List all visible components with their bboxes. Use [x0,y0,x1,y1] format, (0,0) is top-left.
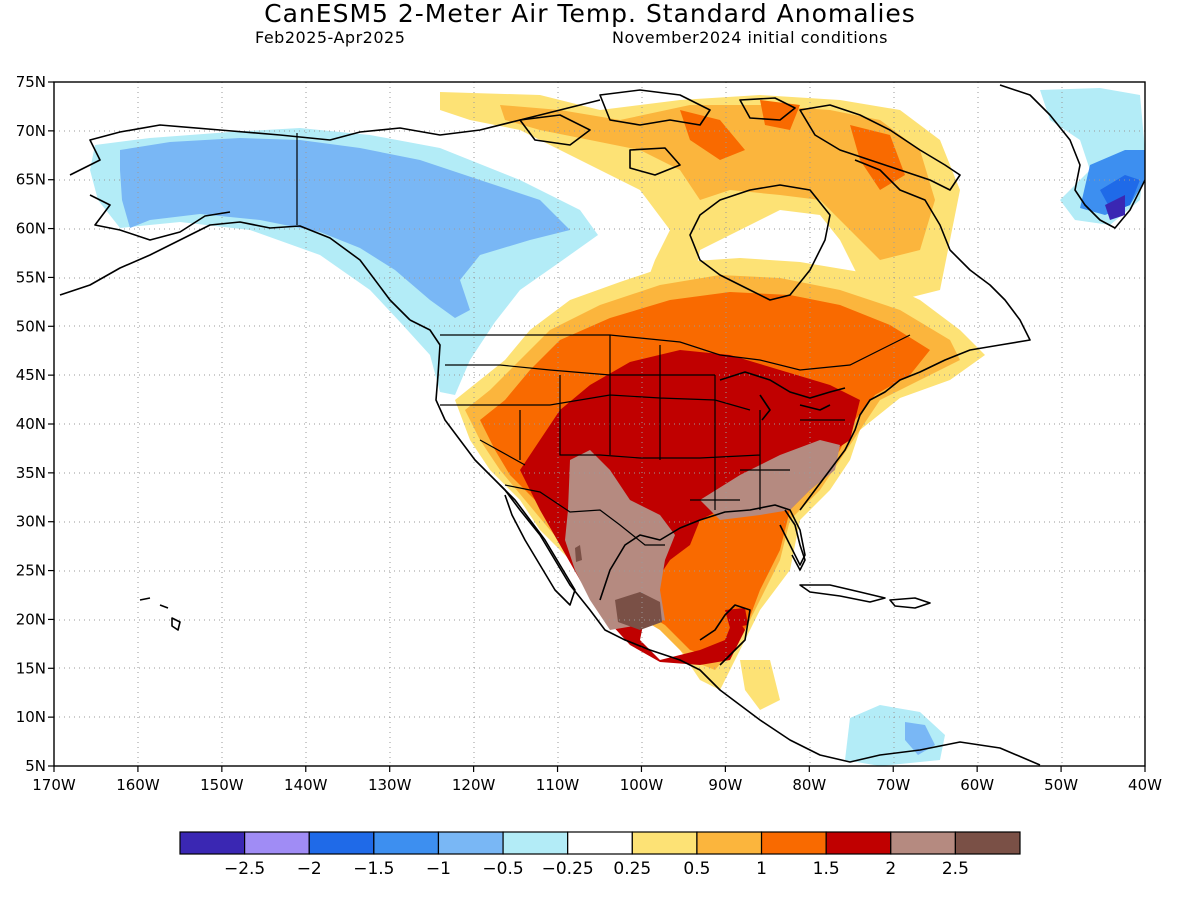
coast-alaska-north [69,99,601,176]
lat-tick-label: 35N [16,464,46,482]
lat-tick-label: 60N [16,220,46,238]
lat-tick-label: 75N [16,73,46,91]
field-yucatan-red [725,608,748,628]
coast-baja [499,484,576,606]
lat-tick-label: 10N [16,708,46,726]
colorbar-swatch [890,831,956,855]
colorbar-swatch [437,831,504,855]
coast-cuba [799,584,886,603]
field-arctic-orange [500,105,935,260]
axis-labels: 170W 160W 150W 140W 130W 120W 110W 100W 90W 80W 70… [16,73,1162,794]
map-title: CanESM5 2-Meter Air Temp. Standard Anoma… [264,0,916,28]
colorbar-label: −0.25 [542,859,594,879]
lat-tick-label: 15N [16,659,46,677]
colorbar-swatch [567,831,633,855]
lat-tick-label: 40N [16,415,46,433]
lat-tick-label: 25N [16,562,46,580]
colorbar-swatch [179,831,246,855]
lat-tick-label: 50N [16,317,46,335]
lon-tick-label: 80W [792,776,826,794]
field-central-america-yellow [740,660,780,710]
colorbar-swatch [696,831,763,855]
political-borders [296,133,911,546]
lon-tick-label: 50W [1044,776,1078,794]
border-states [440,335,845,510]
field-caribbean-blue [905,722,935,755]
anomaly-fields [90,88,1145,766]
field-arctic-dark-orange [680,100,905,190]
coast-hawaii [139,597,181,631]
field-taupe [565,440,840,630]
border-us-mexico [504,484,665,546]
coast-pacific-nw [409,319,1041,766]
coast-baffin [799,104,961,191]
coast-hudson-bay [689,184,831,301]
lon-tick-label: 100W [620,776,664,794]
coastlines [59,84,1145,766]
colorbar-label: −2.5 [224,859,265,879]
colorbar-swatch [760,831,827,855]
colorbar-swatch [373,831,440,855]
coast-gulf [599,504,806,601]
field-dark-brown [575,545,662,630]
lon-tick-label: 70W [876,776,910,794]
lon-tick-label: 120W [452,776,496,794]
lat-tick-label: 70N [16,122,46,140]
colorbar-label: 1 [756,859,767,879]
colorbar-label: 1.5 [813,859,840,879]
colorbar-swatch [825,831,892,855]
lon-tick-label: 110W [536,776,580,794]
lon-tick-label: 40W [1128,776,1162,794]
lat-tick-label: 5N [25,757,46,775]
lat-tick-label: 30N [16,513,46,531]
lon-tick-label: 90W [708,776,742,794]
colorbar-swatch [308,831,375,855]
colorbar-label: −1 [426,859,451,879]
colorbar-label: −0.5 [482,859,523,879]
colorbar: −2.5 −2 −1.5 −1 −0.5 −0.25 0.25 0.5 1 1.5 2 2.5 [179,831,1021,879]
lon-tick-label: 130W [368,776,412,794]
coast-alaska-west [59,221,411,321]
colorbar-label: 2.5 [942,859,969,879]
coast-florida [784,509,806,571]
colorbar-label: −2 [297,859,322,879]
border-us-canada [440,334,911,371]
graticule [54,82,1145,766]
colorbar-swatch [502,831,569,855]
lon-tick-label: 140W [284,776,328,794]
lon-tick-label: 160W [116,776,160,794]
colorbar-label: −1.5 [353,859,394,879]
field-alaska-blue [120,138,570,318]
lat-tick-label: 55N [16,268,46,286]
coast-arctic-islands [519,89,796,176]
colorbar-swatch [631,831,698,855]
lat-tick-label: 20N [16,610,46,628]
lon-tick-label: 170W [32,776,76,794]
initial-conditions: November2024 initial conditions [612,28,888,47]
colorbar-label: 0.25 [613,859,651,879]
coast-greenland [999,84,1145,229]
field-greenland-purple [1105,195,1125,220]
coast-great-lakes [719,371,846,421]
lon-tick-label: 150W [200,776,244,794]
colorbar-swatch [244,831,310,855]
lat-tick-label: 45N [16,366,46,384]
coast-atlantic [799,159,1031,511]
colorbar-label: 2 [885,859,896,879]
colorbar-label: 0.5 [683,859,710,879]
lon-tick-label: 60W [960,776,994,794]
coast-hispaniola [889,597,931,609]
forecast-period: Feb2025-Apr2025 [255,28,406,47]
coast-alaska-peninsula [89,194,231,241]
colorbar-swatch [954,831,1021,855]
coast-yucatan [699,604,751,666]
lat-tick-label: 65N [16,171,46,189]
